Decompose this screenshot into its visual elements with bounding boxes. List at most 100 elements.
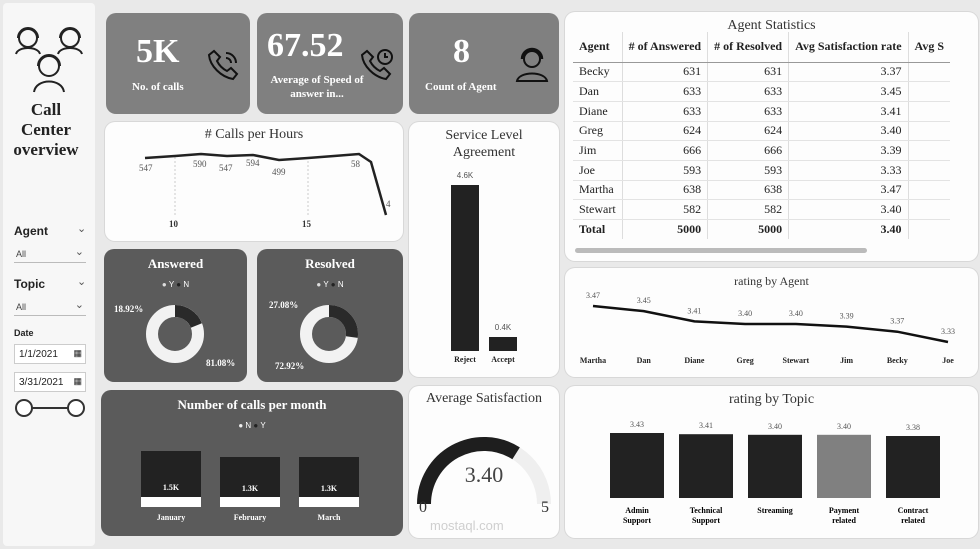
point-label: 594 — [246, 158, 260, 168]
legend-label: N — [183, 280, 190, 289]
column-header: Avg S — [907, 32, 950, 63]
x-tick: Stewart — [783, 356, 810, 365]
x-tick: Payment — [829, 506, 860, 515]
table-cell: Joe — [573, 160, 623, 181]
table-cell: 582 — [707, 199, 789, 220]
table-cell: Dan — [573, 81, 623, 102]
gauge-value: 3.40 — [465, 462, 504, 487]
date-to-input[interactable]: 3/31/2021 ▦ — [14, 372, 86, 392]
bar-february: 1.3K — [220, 457, 280, 507]
bar — [748, 434, 802, 498]
calls-per-hour-card: # Calls per Hours 547 590 547 594 499 58… — [105, 122, 403, 241]
point-label: 3.41 — [687, 306, 701, 315]
x-tick: Support — [623, 516, 651, 525]
table-row: Becky 631 631 3.37 — [573, 62, 950, 83]
legend-label: Y — [323, 280, 329, 289]
bar-label: 3.38 — [906, 423, 920, 432]
x-tick: Greg — [737, 356, 754, 365]
point-label: 547 — [139, 163, 153, 173]
table-cell: 3.39 — [788, 140, 909, 161]
kpi-value: 8 — [453, 33, 470, 70]
chart-title: # Calls per Hours — [204, 127, 304, 142]
calendar-icon: ▦ — [73, 348, 82, 358]
legend-label: N — [337, 280, 344, 289]
agent-collapse-chevron-icon[interactable]: ⌄ — [77, 222, 87, 235]
agent-filter-label: Agent — [14, 224, 48, 238]
x-tick: 15 — [302, 219, 312, 229]
x-tick: Accept — [491, 355, 515, 364]
x-tick: Admin — [625, 506, 649, 515]
table-cell: 666 — [621, 140, 708, 161]
calls-per-month-card: Number of calls per month ● N ● Y 1.5K 1… — [101, 390, 403, 536]
point-label: 3.39 — [840, 312, 854, 321]
chart-title: Average Satisfaction — [426, 391, 542, 406]
kpi-card-speed: 67.52 Average of Speed of answer in... — [257, 13, 403, 114]
agent-filter-select[interactable]: All ⌄ — [14, 245, 86, 263]
kpi-label: Average of Speed of answer in... — [270, 74, 364, 100]
table-cell: 582 — [621, 199, 708, 220]
table-cell: 633 — [707, 81, 789, 102]
slider-handle-start[interactable] — [15, 399, 33, 417]
bar-reject — [451, 185, 479, 351]
topic-filter-select[interactable]: All ⌄ — [14, 298, 86, 316]
table-cell: 3.40 — [788, 121, 909, 142]
sidebar — [3, 3, 95, 546]
avg-satisfaction-card: Average Satisfaction 3.40 0 5 — [409, 386, 559, 538]
rating-by-agent-card: rating by Agent 3.47 Martha 3.45 Dan 3.41 Dia… — [565, 268, 978, 377]
horizontal-scrollbar[interactable] — [575, 248, 867, 253]
table-cell: 3.40 — [788, 219, 909, 240]
point-label: 3.33 — [941, 327, 955, 336]
x-tick: February — [233, 513, 267, 522]
table-total-row: Total 5000 5000 3.40 — [573, 219, 950, 240]
legend-label: Y — [260, 421, 266, 430]
bar-label: 3.41 — [699, 421, 713, 430]
x-tick: Diane — [684, 356, 704, 365]
point-label: 3.45 — [637, 296, 651, 305]
table-cell: Stewart — [573, 199, 623, 220]
point-label: 547 — [219, 163, 233, 173]
table-cell: Jim — [573, 140, 623, 161]
point-label: 499 — [272, 167, 286, 177]
table-title: Agent Statistics — [727, 18, 816, 33]
watermark: mostaql.com — [430, 518, 504, 533]
card-title: Number of calls per month — [177, 397, 327, 412]
topic-collapse-chevron-icon[interactable]: ⌄ — [77, 275, 87, 288]
slider-handle-end[interactable] — [67, 399, 85, 417]
table-row: Martha 638 638 3.47 — [573, 180, 950, 201]
legend-label: N — [245, 421, 252, 430]
answered-donut — [146, 305, 204, 363]
bar — [610, 433, 664, 498]
gauge-max: 5 — [541, 499, 549, 516]
table-cell: 593 — [621, 160, 708, 181]
kpi-label: Count of Agent — [425, 81, 497, 93]
point-label: 3.37 — [890, 317, 904, 326]
resolved-donut — [300, 305, 358, 363]
bar-label: 4.6K — [456, 171, 474, 180]
table-cell: Total — [573, 219, 623, 240]
chevron-down-icon: ⌄ — [74, 245, 84, 258]
table-row: Diane 633 633 3.41 — [573, 101, 950, 122]
date-from-input[interactable]: 1/1/2021 ▦ — [14, 344, 86, 364]
point-label: 58 — [351, 159, 361, 169]
calls-per-hour-chart: 547 590 547 594 499 58 4 10 15 — [139, 152, 391, 229]
x-tick: Technical — [690, 506, 723, 515]
table-cell: 666 — [707, 140, 789, 161]
column-header: # of Resolved — [707, 32, 789, 63]
satisfaction-gauge: 3.40 0 5 — [417, 437, 551, 516]
x-tick: Support — [692, 516, 720, 525]
table-row: Greg 624 624 3.40 — [573, 121, 950, 142]
x-tick: Martha — [580, 356, 606, 365]
point-label: 3.40 — [789, 309, 803, 318]
bar-january: 1.5K — [141, 451, 201, 507]
topic-filter-label: Topic — [14, 277, 46, 291]
table-cell: 3.37 — [788, 62, 909, 83]
legend-label: Y — [168, 280, 175, 289]
date-range-slider[interactable] — [14, 398, 88, 418]
bar — [817, 434, 871, 498]
x-tick: Contract — [898, 506, 929, 515]
bar-accept — [489, 337, 517, 351]
chevron-down-icon: ⌄ — [74, 298, 84, 311]
series-line — [592, 304, 949, 344]
x-tick: Becky — [887, 356, 908, 365]
table-cell: 3.40 — [788, 199, 909, 220]
